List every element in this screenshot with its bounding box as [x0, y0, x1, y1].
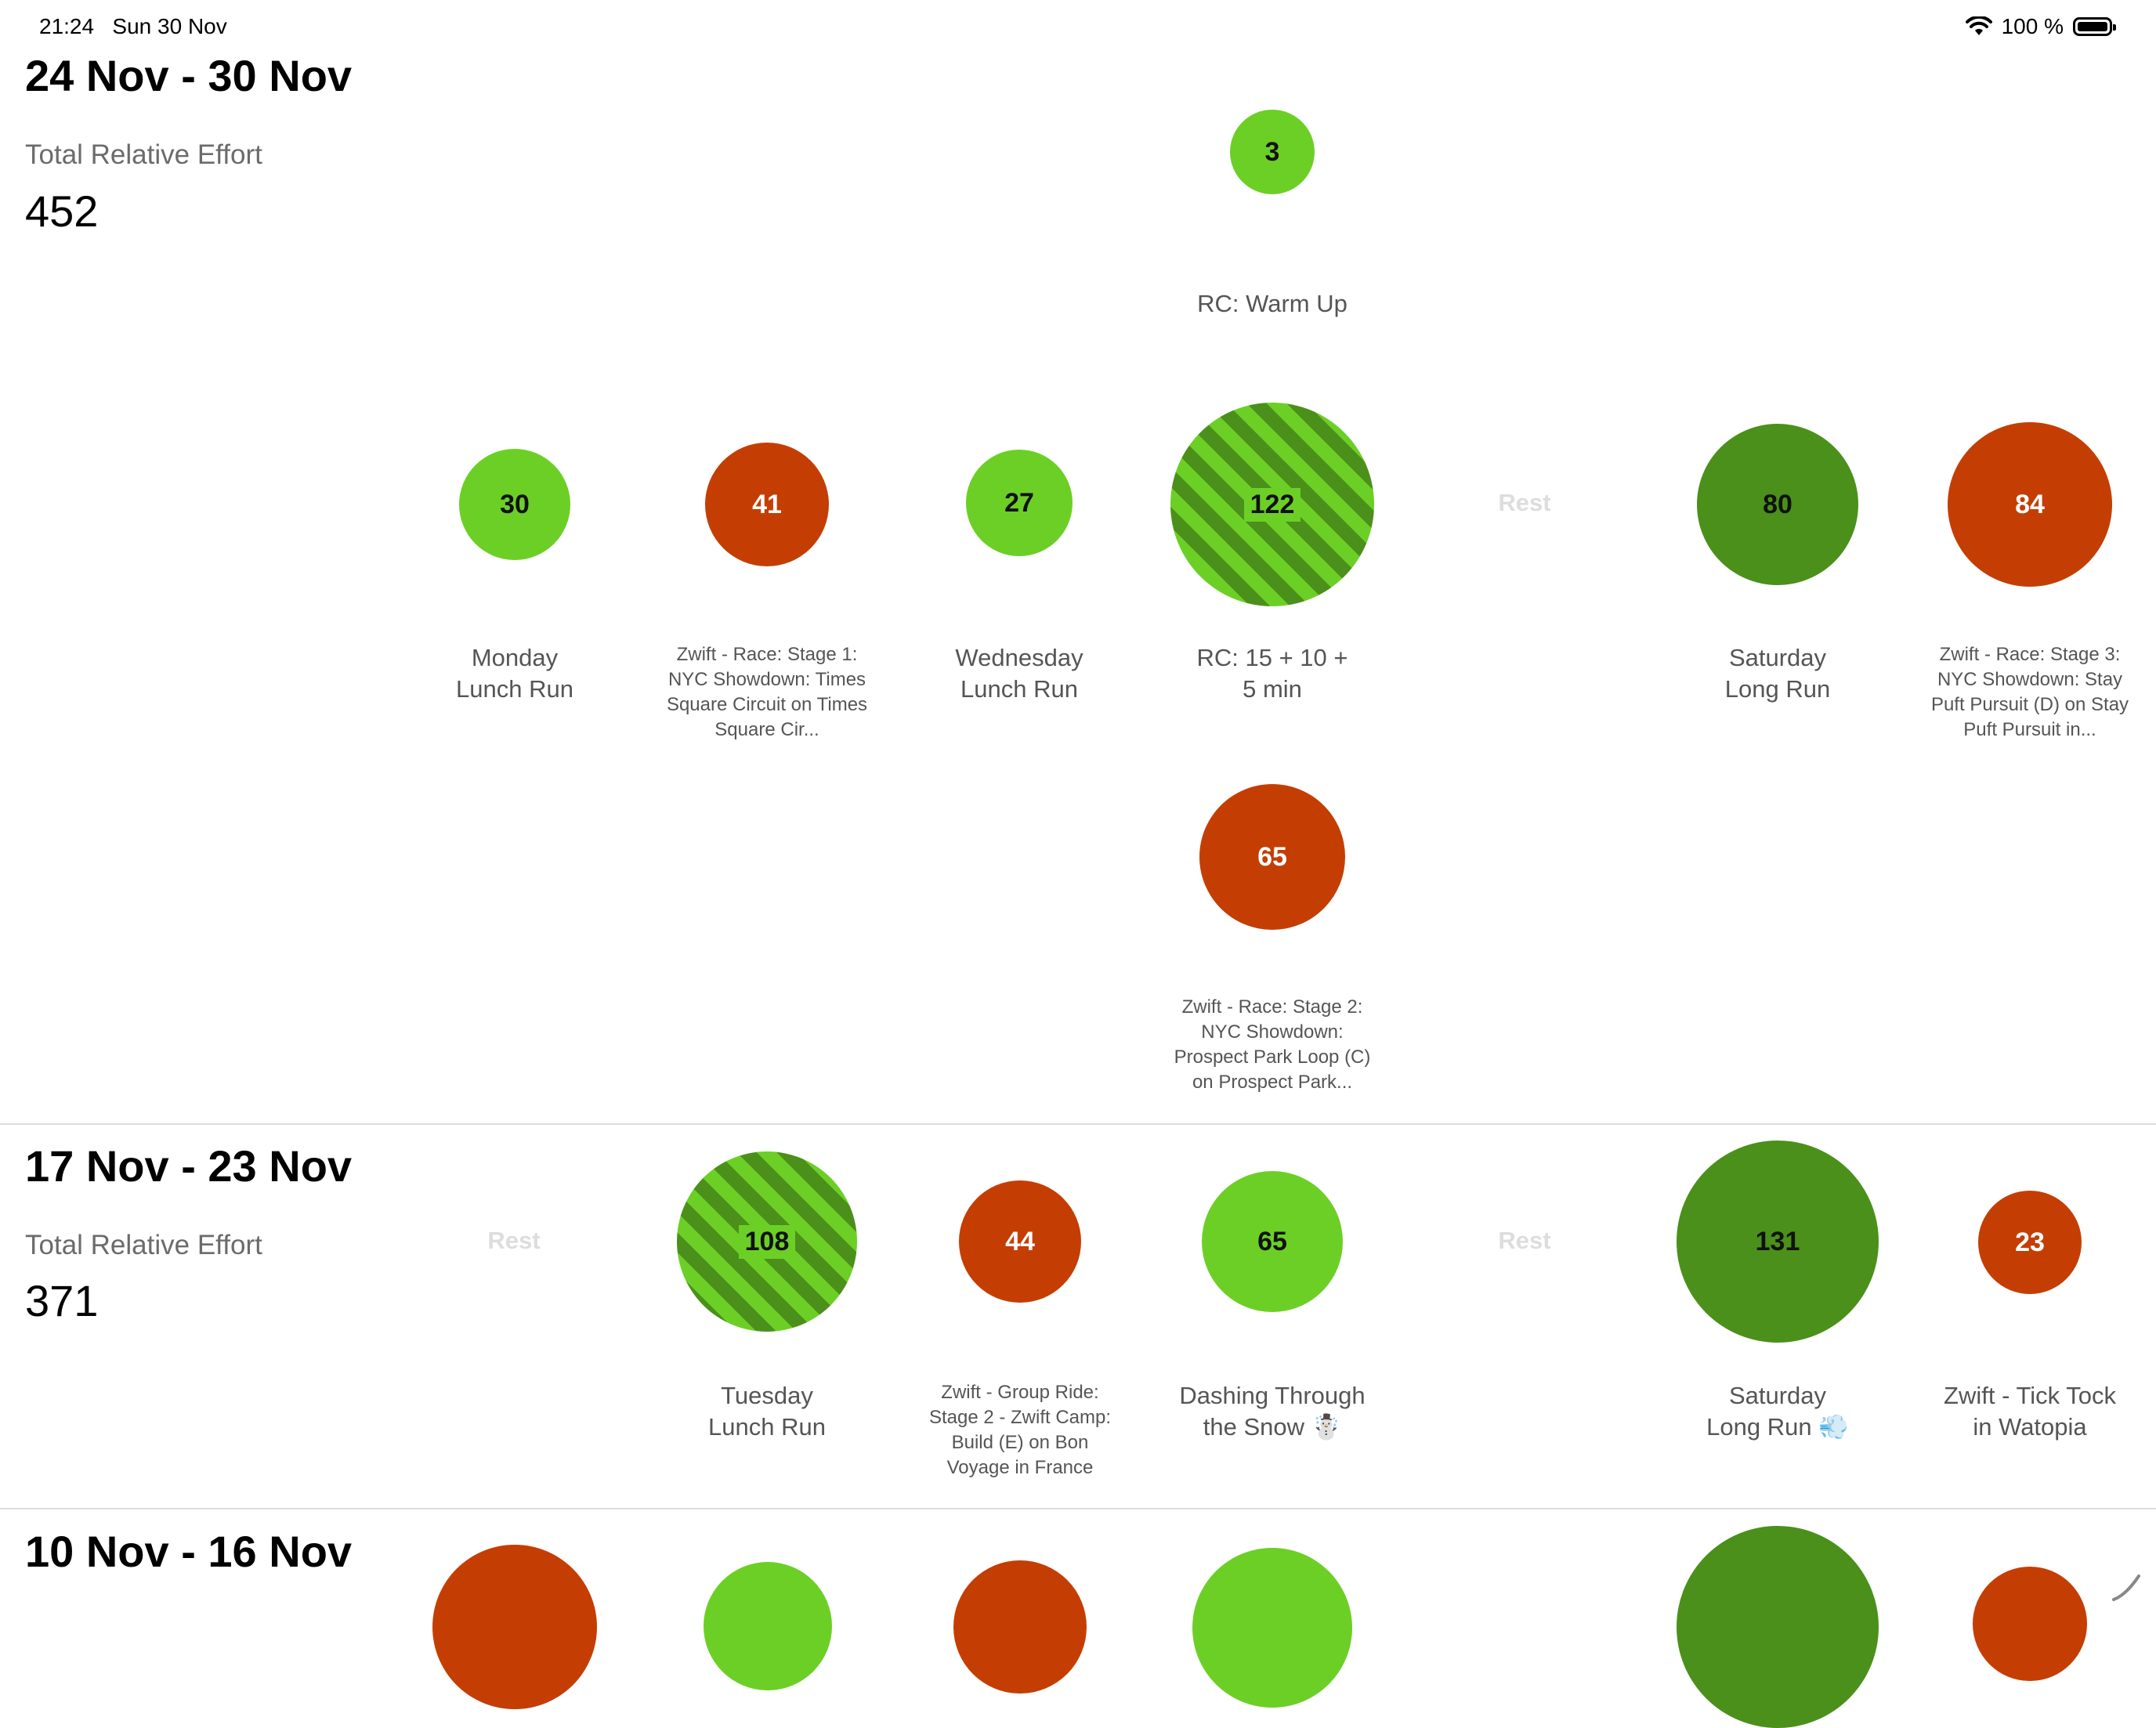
activity-bubble[interactable] — [704, 1562, 832, 1690]
activity-title[interactable]: RC: Warm Up — [1197, 290, 1348, 317]
activity-title-line: Monday Lunch Run — [456, 644, 573, 703]
activity-bubble[interactable] — [432, 1545, 597, 1709]
activity-title-line: Dashing Through the Snow ☃️ — [1179, 1382, 1366, 1441]
activity-title-line: Zwift - Tick Tock in Watopia — [1944, 1382, 2116, 1441]
activity-title[interactable]: Dashing Through the Snow ☃️ — [1167, 1380, 1378, 1443]
activity-effort: 122 — [1243, 487, 1301, 522]
activity-bubble[interactable]: 23 — [1978, 1191, 2082, 1294]
total-effort-value: 452 — [25, 186, 99, 236]
activity-bubble[interactable]: 84 — [1948, 422, 2112, 587]
week-title: 10 Nov - 16 Nov — [25, 1527, 353, 1576]
activity-title[interactable]: RC: 15 + 10 + 5 min — [1167, 642, 1378, 705]
activity-effort: 65 — [1257, 841, 1287, 872]
activity-title-line: Saturday Long Run 💨 — [1706, 1382, 1849, 1441]
status-time-date: 21:24 Sun 30 Nov — [39, 14, 227, 39]
activity-bubble[interactable]: 65 — [1202, 1171, 1343, 1312]
activity-effort: 65 — [1257, 1226, 1287, 1256]
status-date: Sun 30 Nov — [112, 14, 227, 38]
activity-bubble[interactable]: 80 — [1697, 424, 1858, 585]
activity-bubble[interactable]: 3 — [1230, 110, 1315, 194]
activity-title-line: RC: 15 + 10 + 5 min — [1196, 644, 1348, 703]
total-effort-label: Total Relative Effort — [25, 139, 262, 170]
status-right: 100 % — [1965, 14, 2116, 39]
activity-effort: 41 — [752, 489, 782, 519]
activity-bubble[interactable]: 65 — [1199, 784, 1345, 930]
activity-effort: 27 — [1004, 487, 1034, 518]
activity-effort: 30 — [500, 489, 530, 519]
scroll-indicator-icon — [2112, 1574, 2140, 1601]
week-divider — [0, 1508, 2156, 1509]
activity-effort: 108 — [738, 1224, 796, 1259]
activity-bubble[interactable]: 122 — [1170, 403, 1374, 606]
activity-title[interactable]: Zwift - Race: Stage 3: NYC Showdown: Sta… — [1930, 644, 2129, 740]
activity-effort: 23 — [2015, 1227, 2045, 1257]
activity-bubble[interactable]: 131 — [1677, 1141, 1879, 1343]
activity-title[interactable]: Zwift - Group Ride: Stage 2 - Zwift Camp… — [928, 1382, 1112, 1478]
rest-day-label: Rest — [1498, 489, 1551, 516]
activity-bubble[interactable]: 30 — [459, 449, 570, 560]
total-effort-label: Total Relative Effort — [25, 1230, 262, 1260]
activity-title[interactable]: Monday Lunch Run — [409, 642, 620, 705]
activity-bubble[interactable] — [953, 1560, 1087, 1694]
activity-bubble[interactable] — [1677, 1526, 1879, 1728]
battery-percent: 100 % — [2001, 14, 2064, 38]
activity-bubble[interactable]: 27 — [966, 450, 1073, 556]
rest-day-label: Rest — [487, 1227, 541, 1254]
activity-bubble[interactable] — [1192, 1548, 1352, 1708]
activity-title[interactable]: Zwift - Race: Stage 2: NYC Showdown: Pro… — [1174, 996, 1371, 1093]
activity-title-line: Wednesday Lunch Run — [955, 644, 1083, 703]
activity-title[interactable]: Wednesday Lunch Run — [913, 642, 1125, 705]
wifi-icon — [1965, 16, 1992, 35]
activity-effort: 80 — [1763, 489, 1792, 519]
week-title: 24 Nov - 30 Nov — [25, 51, 353, 100]
activity-bubble[interactable]: 44 — [959, 1180, 1081, 1303]
week-title: 17 Nov - 23 Nov — [25, 1141, 353, 1191]
activity-title[interactable]: Zwift - Race: Stage 1: NYC Showdown: Tim… — [666, 644, 868, 740]
battery-icon — [2073, 17, 2116, 36]
activity-effort: 84 — [2015, 489, 2045, 519]
rest-day-label: Rest — [1498, 1227, 1551, 1254]
activity-bubble[interactable]: 41 — [705, 443, 829, 566]
activity-effort: 44 — [1005, 1226, 1035, 1256]
activity-title[interactable]: Zwift - Tick Tock in Watopia — [1924, 1380, 2136, 1443]
activity-bubble[interactable] — [1973, 1567, 2087, 1681]
status-time: 21:24 — [39, 14, 95, 38]
activity-title[interactable]: Saturday Long Run 💨 — [1672, 1380, 1883, 1443]
total-effort-value: 371 — [25, 1276, 99, 1325]
activity-bubble[interactable]: 108 — [677, 1151, 857, 1332]
activity-effort: 3 — [1264, 136, 1280, 167]
activity-effort: 131 — [1755, 1226, 1800, 1256]
activity-title-line: Saturday Long Run — [1724, 644, 1831, 703]
activity-title[interactable]: Tuesday Lunch Run — [661, 1380, 873, 1443]
activity-title-line: Tuesday Lunch Run — [708, 1382, 826, 1441]
week-divider — [0, 1123, 2156, 1125]
activity-title[interactable]: Saturday Long Run — [1672, 642, 1883, 705]
